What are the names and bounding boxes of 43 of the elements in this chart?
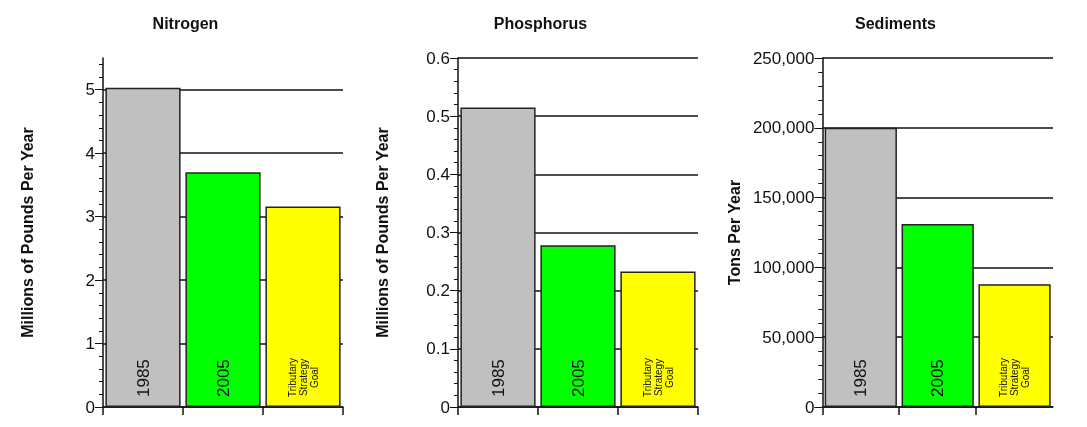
x-tick-label: Tributary Strategy Goal [998,357,1032,398]
y-tick-label: 0.3 [426,223,450,242]
x-tick-label: 2005 [928,359,948,397]
x-tick-label: 1985 [851,359,871,397]
bar [901,224,974,407]
y-tick-label: 0.1 [426,339,450,359]
y-tick-label: 0.4 [426,164,450,184]
y-tick-label: 50,000 [762,327,815,347]
y-axis-title: Millions of Pounds Per Year [18,127,36,338]
x-tick-label: 2005 [213,359,233,397]
y-tick-label: 0 [440,397,450,417]
bar [265,206,341,407]
chart-title: Nitrogen [152,14,219,32]
y-tick-label: 4 [85,143,95,163]
bar [978,284,1051,407]
y-tick-label: 5 [85,80,95,100]
bar [185,172,261,407]
bar [824,127,897,407]
bar [460,107,536,407]
y-tick-label: 0.6 [426,48,450,68]
y-tick-label: 3 [85,207,95,227]
y-tick-label: 250,000 [752,48,815,68]
y-tick-label: 0 [804,397,815,417]
y-axis-title: Millions of Pounds Per Year [373,127,391,338]
y-tick-label: 0 [85,397,95,417]
x-tick-label: 1985 [488,359,508,397]
chart-title: Phosphorus [493,14,588,32]
y-tick-label: 200,000 [752,118,815,138]
y-tick-label: 0.2 [426,281,450,301]
x-tick-label: 2005 [568,359,588,397]
y-axis-title: Tons Per Year [725,179,743,286]
chart-title: Sediments [855,14,937,32]
x-tick-label: Tributary Strategy Goal [286,357,320,398]
bar [620,271,696,407]
y-tick-label: 150,000 [752,188,815,208]
bar [105,87,181,407]
y-tick-label: 100,000 [752,257,815,277]
bar [540,245,616,407]
y-tick-label: 0.5 [426,106,450,126]
y-tick-label: 1 [85,334,95,354]
y-tick-label: 2 [85,270,95,290]
x-tick-label: Tributary Strategy Goal [641,357,675,398]
x-tick-label: 1985 [133,359,153,397]
